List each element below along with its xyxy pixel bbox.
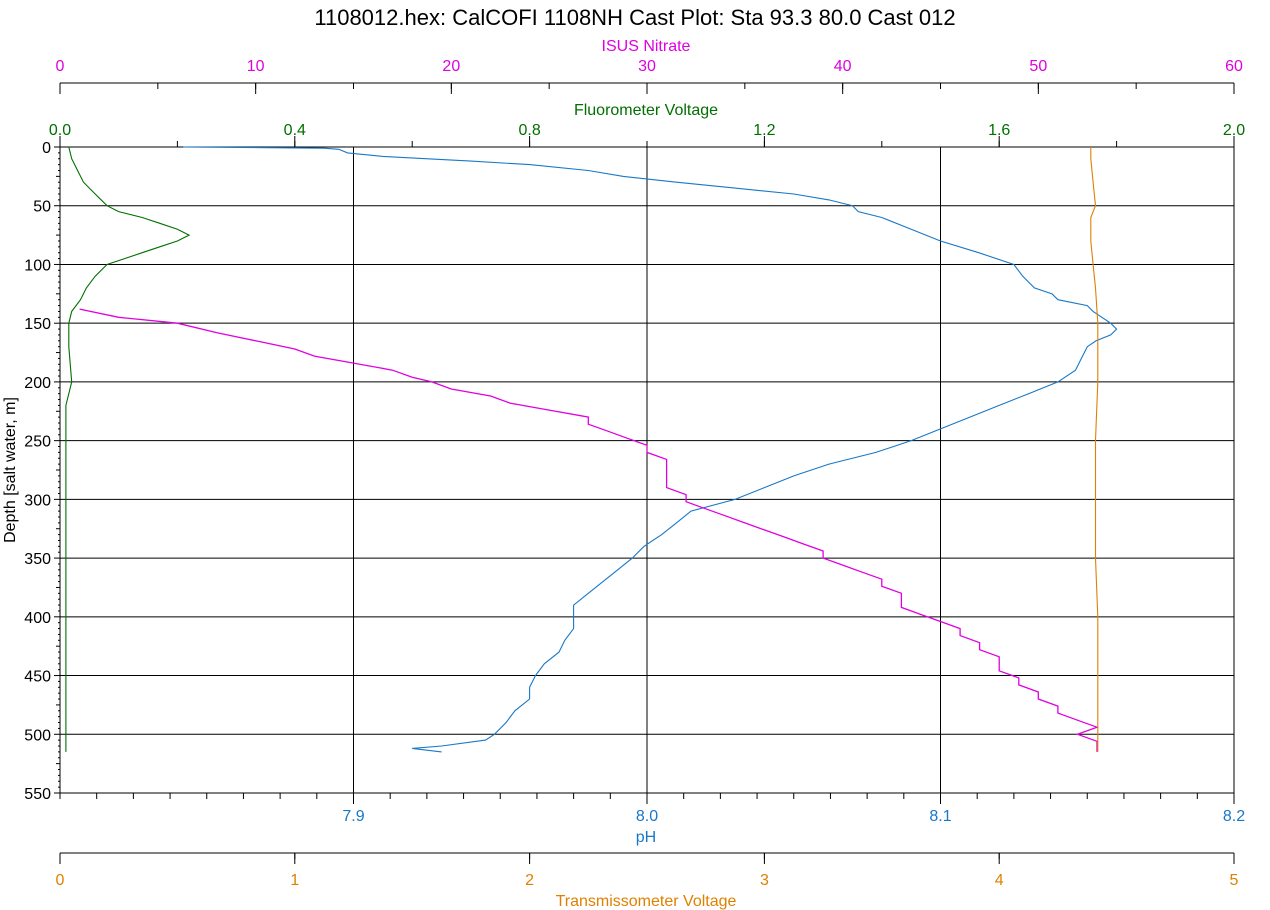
series-fluorometer-voltage — [65, 146, 191, 752]
ph-tick-label: 8.1 — [929, 808, 951, 825]
ph-tick-label: 8.2 — [1223, 808, 1245, 825]
fluor-tick-label: 0.4 — [284, 122, 306, 139]
nitrate-axis-title: ISUS Nitrate — [602, 38, 691, 55]
trans-tick-label: 0 — [56, 872, 65, 889]
nitrate-tick-label: 60 — [1225, 58, 1243, 75]
nitrate-tick-label: 10 — [247, 58, 265, 75]
depth-tick-label: 100 — [24, 257, 51, 274]
depth-tick-label: 200 — [24, 375, 51, 392]
nitrate-tick-label: 30 — [638, 58, 656, 75]
depth-tick-label: 50 — [33, 199, 51, 216]
depth-tick-label: 250 — [24, 434, 51, 451]
ph-tick-label: 7.9 — [342, 808, 364, 825]
chart-title: 1108012.hex: CalCOFI 1108NH Cast Plot: S… — [314, 5, 955, 30]
depth-tick-label: 0 — [42, 140, 51, 157]
fluor-tick-label: 1.2 — [753, 122, 775, 139]
ph-axis-title: pH — [636, 829, 656, 846]
fluor-tick-label: 0.0 — [49, 122, 71, 139]
depth-tick-label: 450 — [24, 669, 51, 686]
fluor-tick-label: 2.0 — [1223, 122, 1245, 139]
depth-tick-label: 500 — [24, 727, 51, 744]
series-isus-nitrate — [79, 308, 1099, 752]
fluor-axis-title: Fluorometer Voltage — [574, 102, 718, 119]
trans-tick-label: 1 — [290, 872, 299, 889]
trans-tick-label: 2 — [525, 872, 534, 889]
fluor-tick-label: 1.6 — [988, 122, 1010, 139]
nitrate-tick-label: 0 — [56, 58, 65, 75]
depth-tick-label: 150 — [24, 316, 51, 333]
nitrate-tick-label: 20 — [442, 58, 460, 75]
ph-tick-label: 8.0 — [636, 808, 658, 825]
nitrate-tick-label: 50 — [1029, 58, 1047, 75]
depth-tick-label: 350 — [24, 551, 51, 568]
depth-tick-label: 400 — [24, 610, 51, 627]
depth-axis-title: Depth [salt water, m] — [2, 397, 19, 543]
series-ph — [183, 146, 1118, 753]
depth-tick-label: 300 — [24, 492, 51, 509]
trans-tick-label: 3 — [760, 872, 769, 889]
trans-tick-label: 4 — [995, 872, 1004, 889]
depth-tick-label: 550 — [24, 786, 51, 803]
nitrate-tick-label: 40 — [834, 58, 852, 75]
data-series — [65, 146, 1118, 753]
fluor-tick-label: 0.8 — [518, 122, 540, 139]
trans-axis-title: Transmissometer Voltage — [556, 893, 737, 910]
series-transmissometer-voltage — [1090, 147, 1099, 752]
grid-lines — [59, 146, 1235, 794]
trans-tick-label: 5 — [1230, 872, 1239, 889]
